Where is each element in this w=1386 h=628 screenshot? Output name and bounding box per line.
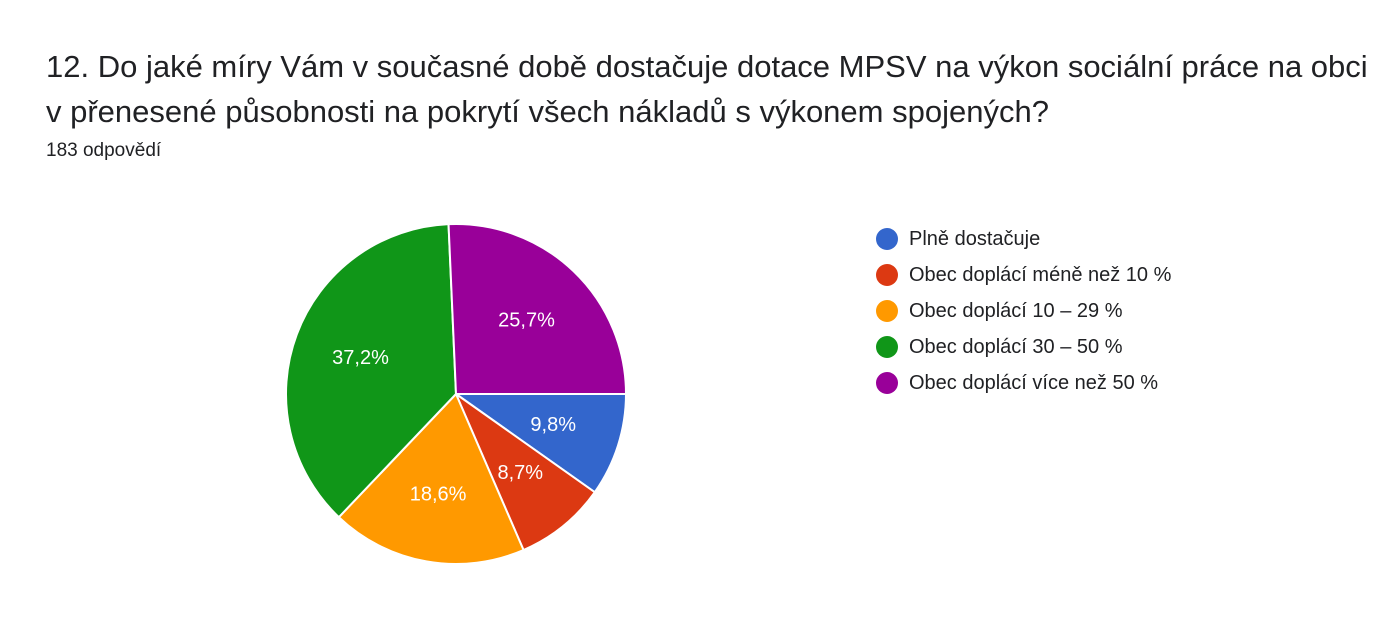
question-title-line-2: v přenesené působnosti na pokrytí všech … <box>46 94 1049 129</box>
legend-item[interactable]: Obec doplácí 10 – 29 % <box>876 293 1171 329</box>
pie-slice-label: 18,6% <box>410 483 467 505</box>
question-title-line-1: 12. Do jaké míry Vám v současné době dos… <box>46 49 1368 84</box>
pie-slice-label: 25,7% <box>498 309 555 331</box>
pie-slice-label: 37,2% <box>332 347 389 369</box>
chart-legend: Plně dostačuje Obec doplácí méně než 10 %… <box>876 221 1171 401</box>
pie-slice[interactable] <box>452 393 628 494</box>
pie-slice[interactable] <box>337 392 525 565</box>
legend-swatch-icon <box>876 300 898 322</box>
legend-swatch-icon <box>876 372 898 394</box>
legend-label: Obec doplácí více než 50 % <box>909 371 1159 394</box>
pie-slice[interactable] <box>447 223 628 395</box>
pie-slice[interactable] <box>285 223 458 519</box>
legend-label: Plně dostačuje <box>909 227 1041 250</box>
legend-label: Obec doplácí 10 – 29 % <box>909 299 1123 322</box>
pie-slice[interactable] <box>453 391 597 552</box>
legend-item[interactable]: Obec doplácí 30 – 50 % <box>876 329 1171 365</box>
legend-item[interactable]: Obec doplácí méně než 10 % <box>876 257 1171 293</box>
legend-swatch-icon <box>876 264 898 286</box>
legend-item[interactable]: Plně dostačuje <box>876 221 1171 257</box>
response-count: 183 odpovědí <box>46 140 162 161</box>
pie-slice-label: 9,8% <box>530 414 576 436</box>
legend-label: Obec doplácí 30 – 50 % <box>909 335 1123 358</box>
question-title: 12. Do jaké míry Vám v současné době dos… <box>46 44 1368 134</box>
legend-swatch-icon <box>876 336 898 358</box>
pie-labels: 9,8% 8,7% 18,6% 37,2% 25,7% <box>332 309 576 505</box>
legend-item[interactable]: Obec doplácí více než 50 % <box>876 365 1171 401</box>
pie-slices <box>285 223 628 565</box>
legend-label: Obec doplácí méně než 10 % <box>909 263 1172 286</box>
pie-slice-label: 8,7% <box>498 462 544 484</box>
legend-swatch-icon <box>876 228 898 250</box>
